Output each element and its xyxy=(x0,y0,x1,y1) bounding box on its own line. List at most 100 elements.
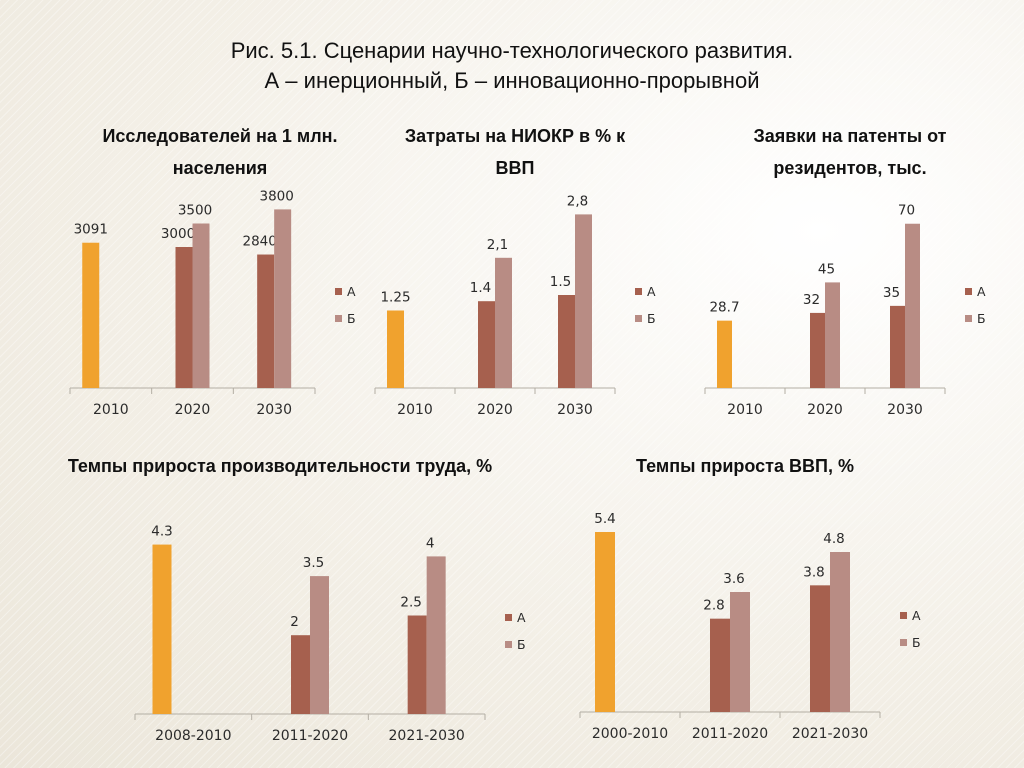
legend-swatch xyxy=(335,288,342,295)
data-label: 3800 xyxy=(259,188,293,204)
x-tick-label: 2030 xyxy=(557,402,593,418)
bar-base xyxy=(387,310,404,388)
x-tick-label: 2011-2020 xyxy=(692,726,768,742)
bar-series-a xyxy=(890,305,905,388)
data-label: 2,8 xyxy=(567,193,588,209)
data-label: 4.3 xyxy=(151,524,172,540)
data-label: 2,1 xyxy=(487,237,508,253)
chart-title-line: Исследователей на 1 млн. xyxy=(102,126,338,146)
x-tick-label: 2000-2010 xyxy=(592,726,668,742)
chart-labor-productivity: Темпы прироста производительности труда,… xyxy=(40,450,526,750)
data-label: 45 xyxy=(818,261,835,277)
x-tick-label: 2021-2030 xyxy=(792,726,868,742)
legend-label: А xyxy=(347,284,356,299)
chart-title: Заявки на патенты от резидентов, тыс. xyxy=(690,120,1010,184)
chart-rnd-spending: Затраты на НИОКР в % к ВВП 2010 1.25 2020 1… xyxy=(355,120,675,430)
chart-plot: 2008-2010 4.3 2011-2020 2 3.5 2021-2030 2.5 4 АБ xyxy=(134,524,526,744)
x-tick-label: 2011-2020 xyxy=(272,728,348,744)
legend-label: Б xyxy=(647,311,656,326)
x-tick-label: 2020 xyxy=(175,402,211,418)
data-label: 5.4 xyxy=(594,511,615,527)
x-tick-label: 2010 xyxy=(727,402,763,418)
bar-base xyxy=(82,242,100,388)
x-tick-label: 2021-2030 xyxy=(389,728,465,744)
bar-series-a xyxy=(478,301,495,388)
bar-series-b xyxy=(730,592,750,712)
bar-series-b xyxy=(905,223,920,388)
legend-swatch xyxy=(505,614,512,621)
chart-title-line: ВВП xyxy=(495,158,535,178)
legend-label: Б xyxy=(912,635,921,650)
bar-series-a xyxy=(291,635,310,714)
legend-swatch xyxy=(635,315,642,322)
data-label: 4 xyxy=(426,535,435,551)
data-label: 3.5 xyxy=(303,555,324,571)
bar-series-b xyxy=(310,576,329,714)
bar-series-a xyxy=(810,312,825,388)
chart-patent-applications: Заявки на патенты от резидентов, тыс. 20… xyxy=(690,120,1010,430)
bar-series-b xyxy=(825,282,840,388)
x-tick-label: 2010 xyxy=(93,402,129,418)
legend-label: А xyxy=(517,610,526,625)
x-tick-label: 2008-2010 xyxy=(155,728,231,744)
figure-title: Рис. 5.1. Сценарии научно-технологическо… xyxy=(0,36,1024,96)
figure-title-line-2: А – инерционный, Б – инновационно-прорыв… xyxy=(264,68,760,93)
legend-label: Б xyxy=(347,311,356,326)
data-label: 3000 xyxy=(161,226,195,242)
bar-base xyxy=(595,532,615,712)
x-tick-label: 2030 xyxy=(887,402,923,418)
data-label: 3.6 xyxy=(723,571,744,587)
x-tick-label: 2030 xyxy=(256,402,292,418)
chart-title-line: Затраты на НИОКР в % к xyxy=(404,126,626,146)
figure-title-line-1: Рис. 5.1. Сценарии научно-технологическо… xyxy=(230,38,794,63)
bar-series-b xyxy=(575,214,592,388)
bar-series-a xyxy=(407,615,427,714)
chart-title-line: Темпы прироста ВВП, % xyxy=(636,456,854,476)
chart-researchers: Исследователей на 1 млн. населения 2010 3… xyxy=(40,120,360,430)
bar-series-b xyxy=(426,556,446,714)
chart-plot: 2000-2010 5.4 2011-2020 2.8 3.6 2021-2030 3.8 4… xyxy=(579,511,921,742)
chart-title-line: населения xyxy=(172,158,268,178)
data-label: 32 xyxy=(803,292,820,308)
data-label: 2.8 xyxy=(703,598,724,614)
bar-series-a xyxy=(558,295,575,388)
data-label: 2 xyxy=(290,614,299,630)
data-label: 1.5 xyxy=(550,274,571,290)
legend-swatch xyxy=(900,612,907,619)
x-tick-label: 2010 xyxy=(397,402,433,418)
legend-swatch xyxy=(335,315,342,322)
chart-title: Темпы прироста производительности труда,… xyxy=(40,450,520,482)
chart-gdp-growth: Темпы прироста ВВП, % 2000-2010 5.4 2011-2… xyxy=(555,450,1015,750)
chart-plot: 2010 3091 2020 3000 3500 2030 2840 3800 АБ xyxy=(69,188,356,418)
legend-swatch xyxy=(635,288,642,295)
legend-label: Б xyxy=(517,637,526,652)
bar-base xyxy=(717,320,732,388)
chart-title-line: резидентов, тыс. xyxy=(773,158,927,178)
data-label: 35 xyxy=(883,285,900,301)
chart-title: Затраты на НИОКР в % к ВВП xyxy=(355,120,675,184)
legend-label: А xyxy=(977,284,986,299)
bar-series-b xyxy=(192,223,210,388)
legend-swatch xyxy=(965,288,972,295)
x-tick-label: 2020 xyxy=(807,402,843,418)
bar-series-b xyxy=(495,257,512,388)
chart-title: Исследователей на 1 млн. населения xyxy=(80,120,360,184)
chart-plot: 2010 28.7 2020 32 45 2030 35 70 АБ xyxy=(704,203,986,418)
data-label: 4.8 xyxy=(823,531,844,547)
bar-series-a xyxy=(710,618,730,712)
data-label: 3500 xyxy=(178,203,212,219)
data-label: 70 xyxy=(898,203,915,219)
data-label: 3.8 xyxy=(803,564,824,580)
bar-series-b xyxy=(830,552,850,712)
chart-plot: 2010 1.25 2020 1.4 2,1 2030 1.5 2,8 АБ xyxy=(374,193,656,418)
chart-title: Темпы прироста ВВП, % xyxy=(555,450,935,482)
data-label: 1.4 xyxy=(470,280,491,296)
bar-series-b xyxy=(274,209,292,388)
legend-swatch xyxy=(505,641,512,648)
legend-swatch xyxy=(965,315,972,322)
data-label: 2840 xyxy=(242,234,276,250)
data-label: 2.5 xyxy=(400,595,421,611)
bar-base xyxy=(152,544,172,714)
legend-label: А xyxy=(912,608,921,623)
data-label: 28.7 xyxy=(709,300,739,316)
